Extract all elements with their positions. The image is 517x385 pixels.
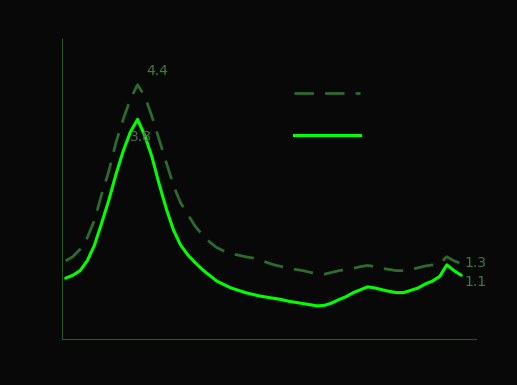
Text: 3.8: 3.8 [130,130,153,144]
Text: 1.3: 1.3 [465,256,487,270]
Text: 1.1: 1.1 [465,275,487,289]
Text: 4.4: 4.4 [146,64,168,78]
